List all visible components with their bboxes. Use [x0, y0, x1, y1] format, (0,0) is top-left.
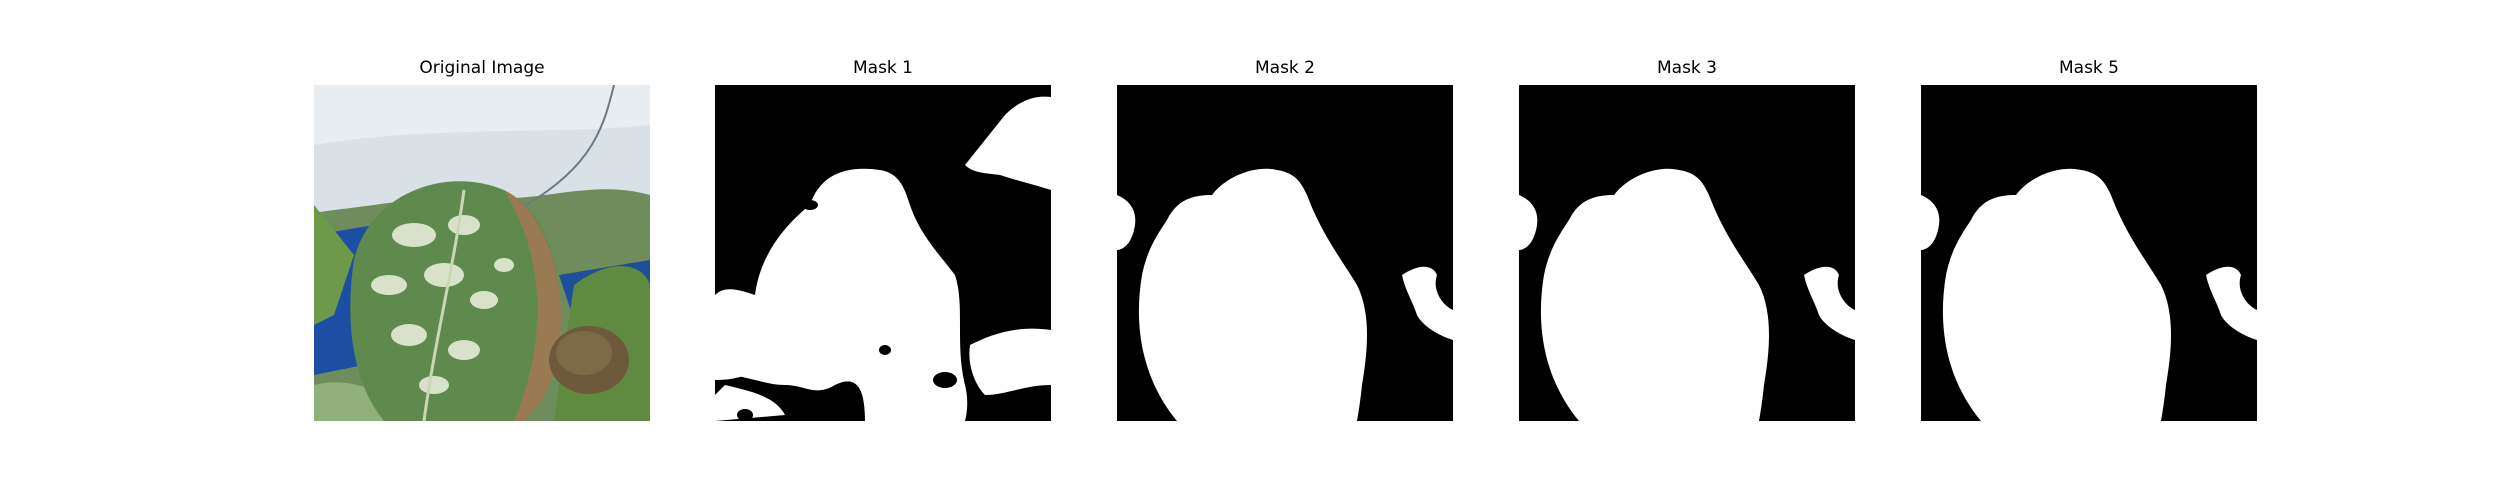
panel-title-mask-2: Mask 2 [1254, 58, 1315, 78]
mask-2-image [1117, 85, 1453, 421]
mask-5-image [1921, 85, 2257, 421]
panel-title-mask-5: Mask 5 [2058, 58, 2119, 78]
mask-2-panel [1117, 85, 1453, 421]
panel-title-mask-3: Mask 3 [1656, 58, 1717, 78]
mask-1-panel [715, 85, 1051, 421]
mask-3-panel [1519, 85, 1855, 421]
mask-5-panel [1921, 85, 2257, 421]
original-image-panel [314, 85, 650, 421]
panel-title-original-image: Original Image [419, 58, 545, 78]
mask-3-image [1519, 85, 1855, 421]
mask-1-image [715, 85, 1051, 421]
panel-title-mask-1: Mask 1 [852, 58, 913, 78]
original-image [314, 85, 650, 421]
